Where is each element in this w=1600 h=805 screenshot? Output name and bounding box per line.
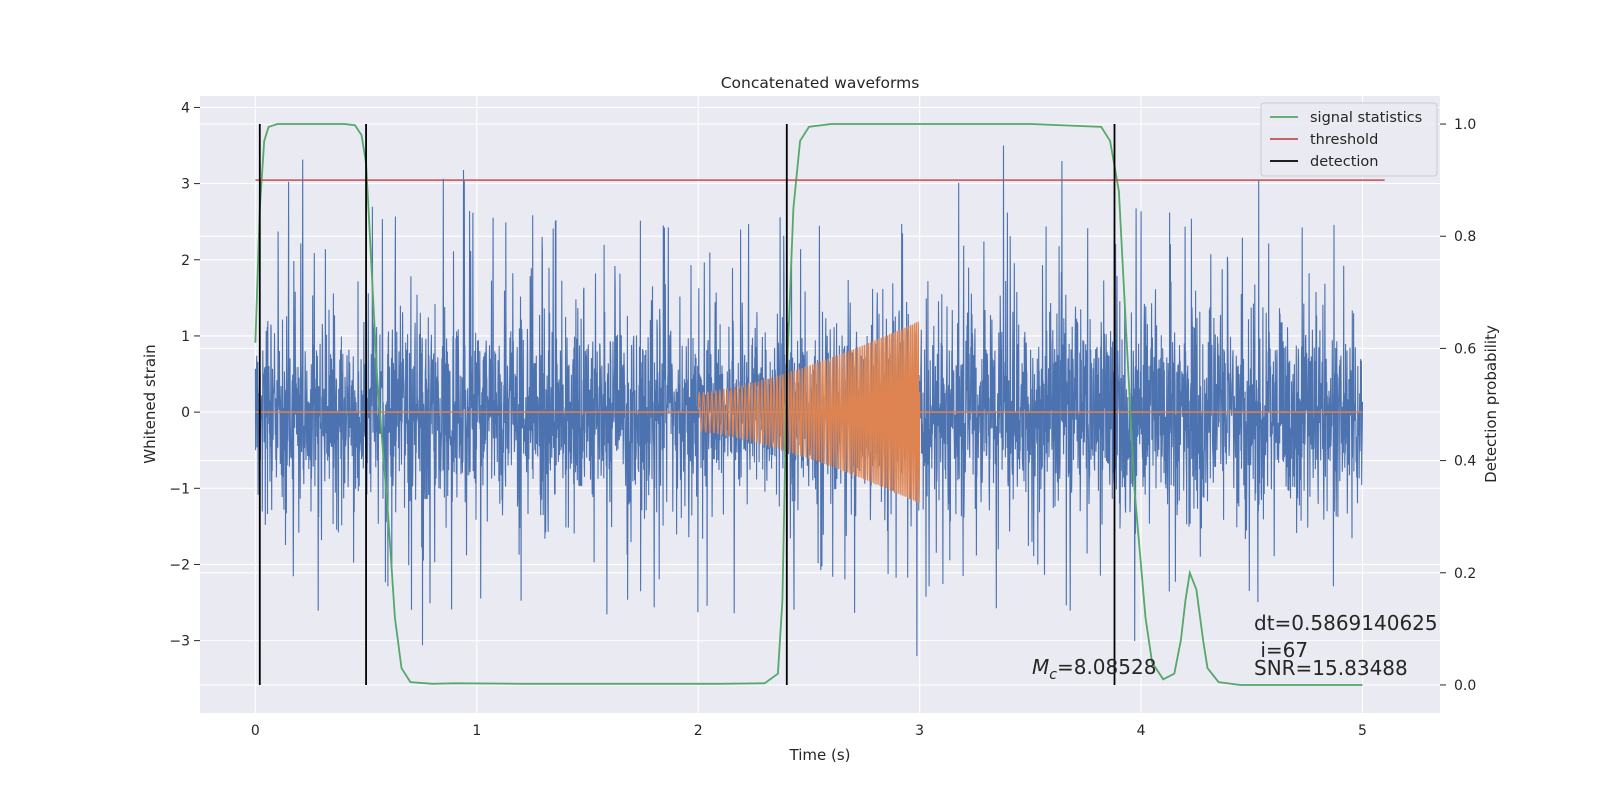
y-right-tick-label: 0.0 bbox=[1454, 678, 1476, 694]
series-chirp-line bbox=[697, 321, 921, 503]
ticks: 0 1 2 3 4 5 4 3 2 1 0 −1 −2 −3 1.0 0.8 0.6 0.4 0.2 0.0 bbox=[169, 100, 1476, 739]
y-axis-title: Whitened strain bbox=[141, 344, 159, 463]
x-axis-title: Time (s) bbox=[789, 746, 851, 764]
y-tick-label: 1 bbox=[181, 329, 190, 345]
legend-label-signal-statistics: signal statistics bbox=[1310, 110, 1422, 126]
y-tick-label: −2 bbox=[169, 557, 190, 573]
y-tick-label: 4 bbox=[181, 100, 190, 116]
mc-symbol: M bbox=[1032, 655, 1049, 679]
y-right-tick-label: 1.0 bbox=[1454, 117, 1476, 133]
mc-annotation: Mc=8.08528 bbox=[1032, 655, 1156, 683]
mc-value: =8.08528 bbox=[1057, 655, 1156, 679]
x-tick-label: 1 bbox=[472, 723, 481, 739]
i-annotation: i=67 bbox=[1254, 638, 1308, 662]
x-tick-label: 2 bbox=[694, 723, 703, 739]
plot-area bbox=[254, 123, 1385, 686]
y-right-tick-label: 0.6 bbox=[1454, 341, 1476, 357]
x-tick-label: 0 bbox=[251, 723, 260, 739]
legend-box bbox=[1260, 102, 1438, 177]
y-tick-label: 3 bbox=[181, 177, 190, 193]
y-right-axis-title: Detection probability bbox=[1482, 325, 1500, 483]
legend: signal statistics threshold detection bbox=[1260, 102, 1438, 177]
y-tick-label: −1 bbox=[169, 481, 190, 497]
y-right-tick-label: 0.8 bbox=[1454, 229, 1476, 245]
y-right-tick-label: 0.2 bbox=[1454, 566, 1476, 582]
x-tick-label: 4 bbox=[1137, 723, 1146, 739]
x-tick-label: 5 bbox=[1358, 723, 1367, 739]
y-tick-label: −3 bbox=[169, 634, 190, 650]
legend-label-threshold: threshold bbox=[1310, 132, 1378, 148]
x-tick-label: 3 bbox=[915, 723, 924, 739]
y-tick-label: 2 bbox=[181, 253, 190, 269]
mc-subscript: c bbox=[1049, 667, 1057, 683]
chart-title: Concatenated waveforms bbox=[721, 74, 920, 92]
detection-lines bbox=[258, 124, 1116, 685]
snr-annotation: SNR=15.83488 bbox=[1254, 656, 1408, 680]
legend-label-detection: detection bbox=[1310, 154, 1378, 170]
y-right-tick-label: 0.4 bbox=[1454, 454, 1476, 470]
annotations: Mc=8.08528 dt=0.5869140625 i=67 SNR=15.8… bbox=[1032, 611, 1438, 683]
dt-annotation: dt=0.5869140625 bbox=[1254, 611, 1438, 635]
y-tick-label: 0 bbox=[181, 405, 190, 421]
series-signal-statistics-line bbox=[254, 123, 1363, 686]
